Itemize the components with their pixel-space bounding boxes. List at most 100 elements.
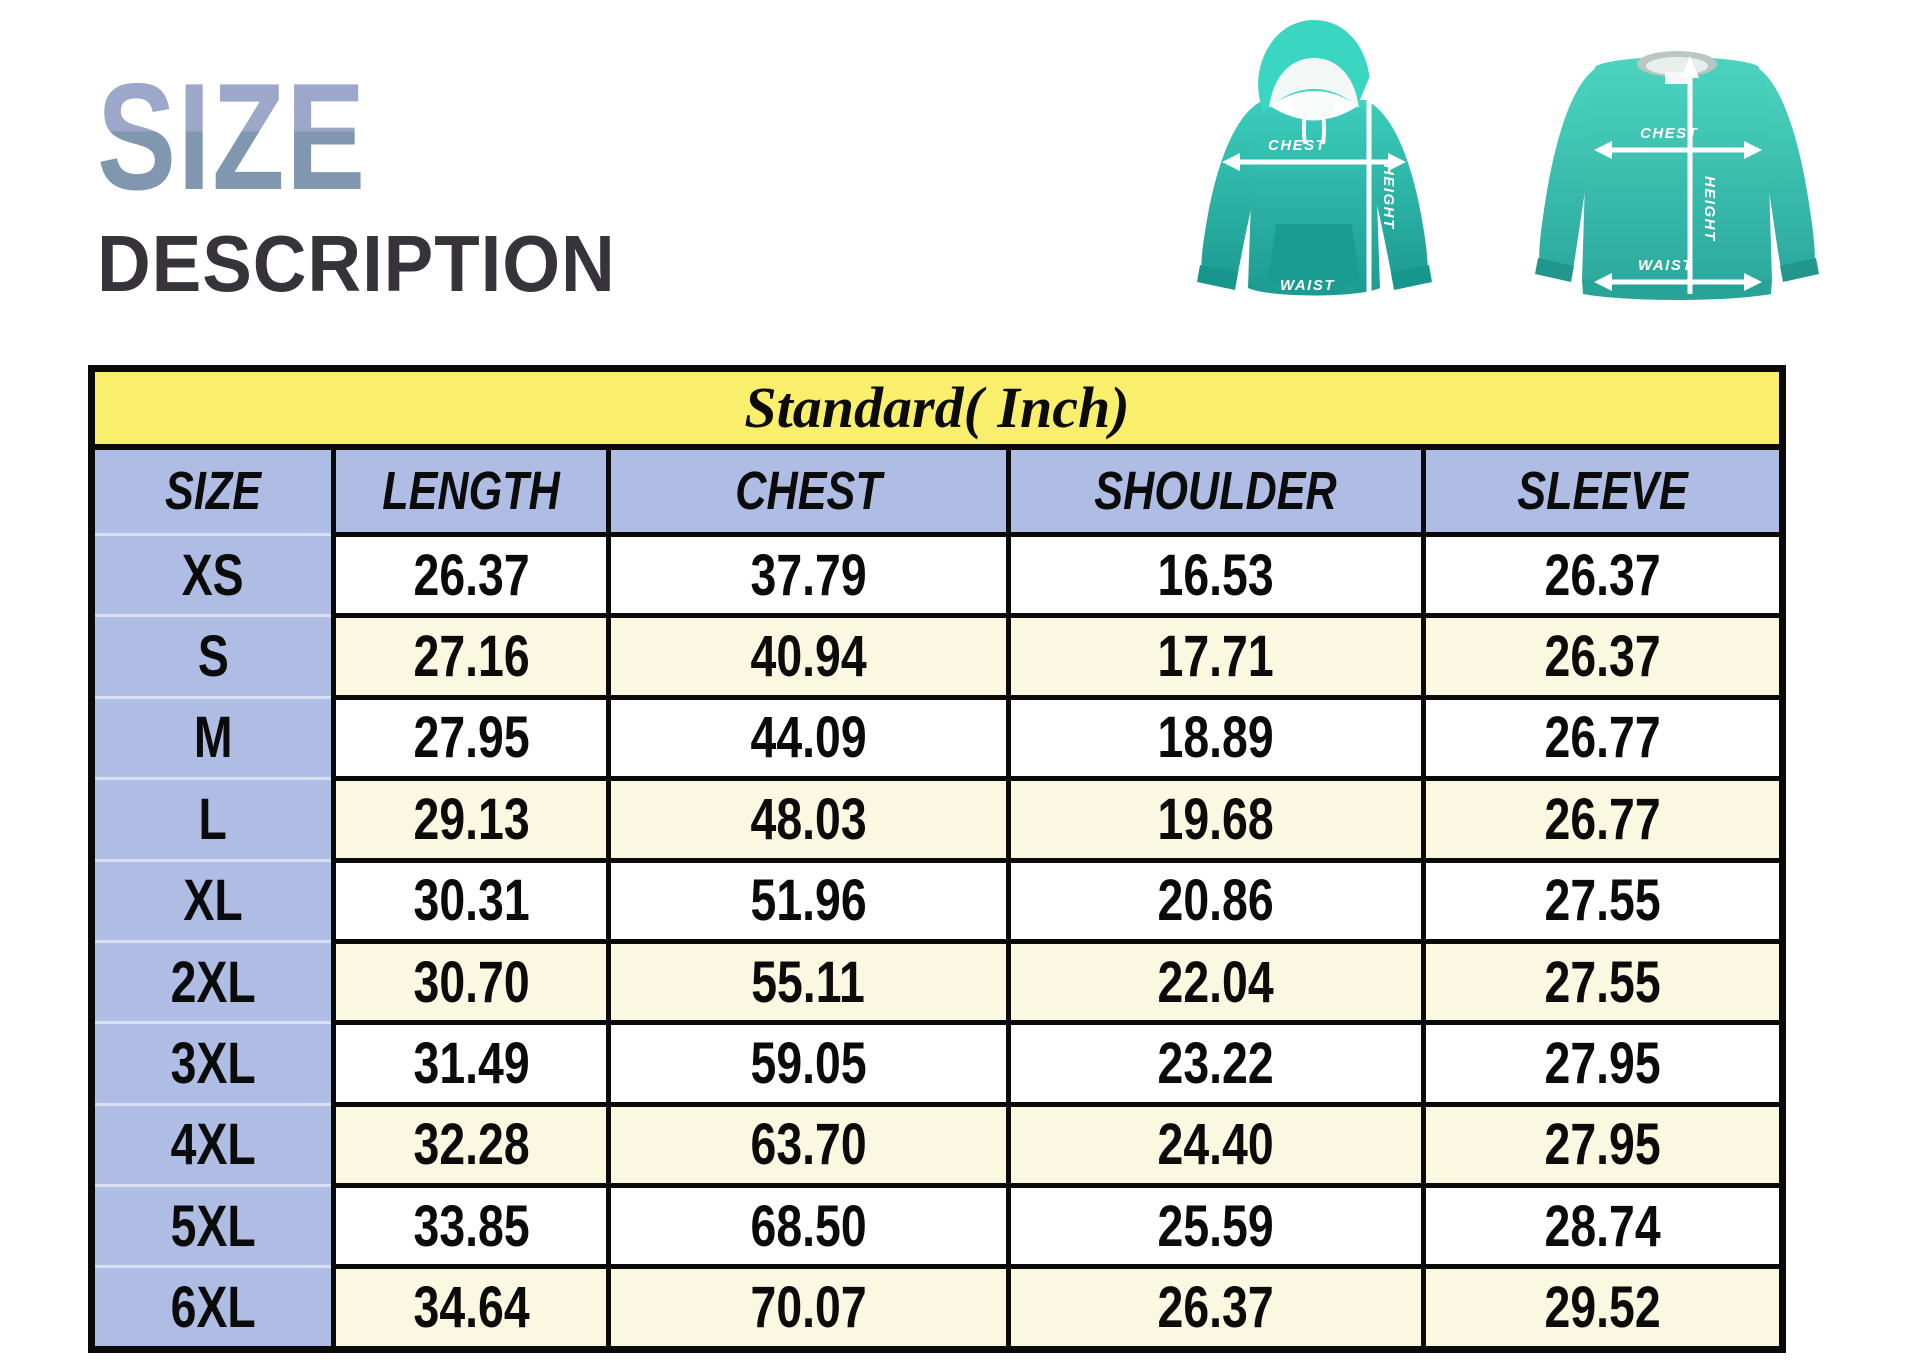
sleeve-cell: 26.77 bbox=[1421, 776, 1785, 863]
size-table: Standard( Inch) SIZE LENGTH CHEST SHOULD… bbox=[88, 365, 1786, 1353]
size-cell: S bbox=[89, 614, 336, 699]
shoulder-cell: 17.71 bbox=[1005, 613, 1427, 700]
size-cell: XS bbox=[89, 532, 336, 618]
length-value: 32.28 bbox=[413, 1112, 530, 1178]
size-label: 6XL bbox=[170, 1274, 256, 1340]
sleeve-cell: 26.37 bbox=[1421, 613, 1785, 700]
size-label: XL bbox=[183, 868, 243, 934]
hoodie-measurement-diagram: CHEST HEIGHT WAIST bbox=[1197, 20, 1432, 308]
table-row-6xl: 6XL 34.64 70.07 26.37 29.52 bbox=[89, 1264, 1785, 1352]
chest-cell: 44.09 bbox=[606, 694, 1011, 782]
size-label: 4XL bbox=[170, 1112, 256, 1178]
table-row-5xl: 5XL 33.85 68.50 25.59 28.74 bbox=[89, 1182, 1785, 1270]
length-cell: 33.85 bbox=[330, 1182, 612, 1270]
shoulder-value: 26.37 bbox=[1157, 1275, 1275, 1341]
chest-cell: 48.03 bbox=[606, 776, 1011, 863]
hoodie-height-label: HEIGHT bbox=[1380, 164, 1397, 230]
length-cell: 34.64 bbox=[330, 1264, 612, 1352]
sleeve-value: 26.37 bbox=[1544, 624, 1661, 690]
chest-value: 40.94 bbox=[750, 624, 867, 690]
shoulder-cell: 16.53 bbox=[1005, 531, 1427, 619]
length-cell: 31.49 bbox=[330, 1020, 612, 1107]
hoodie-waist-label: WAIST bbox=[1280, 277, 1335, 294]
chest-cell: 68.50 bbox=[606, 1182, 1011, 1270]
length-cell: 30.70 bbox=[330, 938, 612, 1026]
column-header-chest: CHEST bbox=[606, 444, 1011, 537]
sleeve-cell: 26.37 bbox=[1421, 531, 1785, 619]
table-row-4xl: 4XL 32.28 63.70 24.40 27.95 bbox=[89, 1101, 1785, 1189]
sleeve-value: 28.74 bbox=[1544, 1193, 1661, 1259]
table-row-m: M 27.95 44.09 18.89 26.77 bbox=[89, 694, 1785, 782]
sleeve-value: 27.55 bbox=[1544, 949, 1661, 1015]
sleeve-cell: 27.55 bbox=[1421, 938, 1785, 1026]
length-cell: 27.95 bbox=[330, 694, 612, 782]
sleeve-value: 27.95 bbox=[1544, 1030, 1661, 1096]
height-arrow-icon bbox=[1681, 56, 1699, 294]
size-label: XS bbox=[181, 542, 244, 608]
size-label: 3XL bbox=[170, 1030, 256, 1096]
length-value: 31.49 bbox=[413, 1030, 530, 1096]
size-label: S bbox=[197, 624, 229, 690]
sleeve-value: 26.37 bbox=[1544, 542, 1661, 608]
size-cell: 6XL bbox=[89, 1265, 336, 1351]
hoodie-chest-label: CHEST bbox=[1268, 137, 1327, 154]
length-value: 29.13 bbox=[413, 786, 530, 852]
column-header-chest-label: CHEST bbox=[735, 460, 882, 521]
size-cell: M bbox=[89, 695, 336, 781]
table-row-3xl: 3XL 31.49 59.05 23.22 27.95 bbox=[89, 1020, 1785, 1107]
sleeve-value: 27.55 bbox=[1544, 868, 1661, 934]
table-row-l: L 29.13 48.03 19.68 26.77 bbox=[89, 776, 1785, 863]
sweatshirt-measurement-diagram: CHEST HEIGHT WAIST bbox=[1535, 51, 1819, 300]
size-cell: 4XL bbox=[89, 1102, 336, 1188]
length-value: 33.85 bbox=[413, 1193, 530, 1259]
length-cell: 26.37 bbox=[330, 531, 612, 619]
chest-value: 37.79 bbox=[750, 542, 867, 608]
height-arrow-icon bbox=[1360, 78, 1378, 292]
shoulder-value: 19.68 bbox=[1157, 786, 1275, 852]
unit-header-cell: Standard( Inch) bbox=[89, 366, 1785, 450]
size-cell: XL bbox=[89, 858, 336, 943]
sleeve-value: 26.77 bbox=[1544, 786, 1661, 852]
sleeve-cell: 27.95 bbox=[1421, 1101, 1785, 1189]
size-cell: 5XL bbox=[89, 1183, 336, 1269]
chest-arrow-icon bbox=[1222, 153, 1406, 171]
length-value: 30.31 bbox=[413, 868, 530, 934]
chest-value: 55.11 bbox=[751, 949, 866, 1015]
size-label: M bbox=[193, 705, 233, 771]
table-row-s: S 27.16 40.94 17.71 26.37 bbox=[89, 613, 1785, 700]
shoulder-value: 17.71 bbox=[1157, 624, 1275, 690]
chest-value: 59.05 bbox=[750, 1030, 867, 1096]
shoulder-value: 23.22 bbox=[1157, 1030, 1275, 1096]
sweatshirt-body bbox=[1535, 51, 1819, 300]
size-label: 5XL bbox=[170, 1193, 256, 1259]
sweatshirt-waist-label: WAIST bbox=[1638, 257, 1693, 274]
shoulder-cell: 26.37 bbox=[1005, 1264, 1427, 1352]
waist-arrow-icon bbox=[1594, 273, 1762, 291]
chest-cell: 55.11 bbox=[606, 938, 1011, 1026]
shoulder-value: 22.04 bbox=[1157, 949, 1275, 1015]
chest-cell: 70.07 bbox=[606, 1264, 1011, 1352]
page-title: SIZE bbox=[97, 52, 367, 222]
column-header-length: LENGTH bbox=[330, 444, 612, 537]
length-cell: 27.16 bbox=[330, 613, 612, 700]
length-value: 27.16 bbox=[413, 624, 530, 690]
chest-value: 63.70 bbox=[750, 1112, 867, 1178]
length-value: 34.64 bbox=[413, 1275, 530, 1341]
shoulder-cell: 25.59 bbox=[1005, 1182, 1427, 1270]
table-row-xl: XL 30.31 51.96 20.86 27.55 bbox=[89, 857, 1785, 944]
length-cell: 32.28 bbox=[330, 1101, 612, 1189]
column-header-length-label: LENGTH bbox=[382, 460, 560, 521]
chest-cell: 59.05 bbox=[606, 1020, 1011, 1107]
chest-cell: 40.94 bbox=[606, 613, 1011, 700]
unit-header-row: Standard( Inch) bbox=[89, 366, 1785, 450]
chest-value: 68.50 bbox=[750, 1193, 867, 1259]
length-value: 30.70 bbox=[413, 949, 530, 1015]
column-header-sleeve-label: SLEEVE bbox=[1517, 460, 1688, 521]
size-cell: 3XL bbox=[89, 1021, 336, 1106]
length-value: 27.95 bbox=[413, 705, 530, 771]
column-header-row: SIZE LENGTH CHEST SHOULDER SLEEVE bbox=[89, 444, 1785, 537]
chest-arrow-icon bbox=[1594, 141, 1762, 159]
title-block: SIZE DESCRIPTION bbox=[97, 52, 655, 304]
shoulder-cell: 23.22 bbox=[1005, 1020, 1427, 1107]
